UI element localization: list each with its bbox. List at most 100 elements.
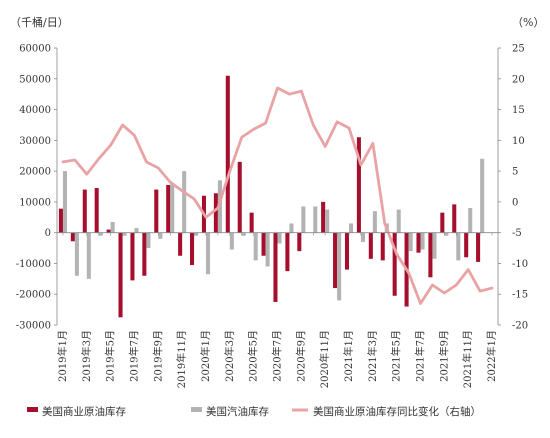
crude-inventory-bar [237, 161, 242, 233]
left-axis-unit: （千桶/日） [10, 15, 69, 29]
x-tick-label: 2020年9月 [294, 330, 307, 382]
crude-inventory-bar [380, 232, 385, 261]
crude-inventory-bar [273, 232, 278, 302]
gasoline-inventory-bar [480, 158, 485, 233]
right-tick-label: -5 [512, 228, 522, 239]
crude-inventory-bar [261, 232, 266, 256]
gasoline-inventory-bar [468, 208, 473, 233]
crude-inventory-bar [452, 204, 457, 233]
x-tick-label: 2020年3月 [223, 330, 236, 382]
crude-inventory-bar [392, 232, 397, 296]
x-tick-label: 2021年3月 [366, 330, 379, 382]
gasoline-inventory-bar [396, 209, 401, 233]
legend-label-gasoline: 美国汽油库存 [206, 405, 269, 418]
crude-inventory-bar [344, 232, 350, 270]
gasoline-inventory-bar [86, 232, 91, 279]
x-tick-label: 2021年5月 [390, 330, 403, 382]
crude-inventory-bar [333, 232, 338, 289]
gasoline-inventory-bar [217, 180, 222, 233]
right-axis-unit: （%） [512, 16, 544, 29]
crude-inventory-bar [190, 232, 195, 265]
gasoline-inventory-bar [194, 232, 199, 236]
crude-inventory-bar [58, 208, 63, 233]
left-tick-label: -20000 [16, 290, 51, 301]
crude-inventory-bar [118, 232, 123, 318]
x-tick-label: 2021年11月 [461, 330, 474, 388]
crude-inventory-bar [297, 232, 302, 252]
gasoline-inventory-bar [62, 171, 68, 233]
x-tick-label: 2021年9月 [437, 330, 450, 382]
crude-inventory-bar [321, 201, 326, 233]
left-tick-label: 0 [45, 228, 51, 239]
gasoline-inventory-bar [420, 232, 425, 250]
gasoline-inventory-bar [205, 232, 211, 275]
gasoline-inventory-bar [158, 232, 163, 239]
crude-inventory-bar [464, 232, 469, 258]
x-tick-label: 2019年5月 [104, 330, 117, 382]
gasoline-inventory-bar [456, 232, 461, 261]
crude-inventory-bar [82, 189, 87, 233]
legend-swatch-gasoline [191, 407, 202, 412]
gasoline-inventory-bar [444, 232, 449, 236]
right-tick-label: -15 [512, 290, 528, 301]
crude-inventory-bar [213, 193, 218, 233]
right-tick-label: 10 [512, 136, 525, 147]
crude-inventory-bar [428, 232, 433, 278]
right-tick-label: -10 [512, 259, 528, 270]
crude-inventory-bar [285, 232, 290, 272]
gasoline-inventory-bar [277, 232, 282, 244]
x-tick-label: 2019年7月 [127, 330, 140, 382]
legend-label-crude: 美国商业原油库存 [42, 405, 126, 418]
left-tick-label: 40000 [19, 105, 51, 116]
left-tick-label: -30000 [16, 321, 51, 332]
left-tick-label: -10000 [16, 259, 51, 270]
left-tick-label: 20000 [19, 167, 51, 178]
crude-inventory-bar [440, 212, 445, 233]
gasoline-inventory-bar [122, 232, 127, 236]
left-tick-label: 60000 [19, 44, 51, 55]
gasoline-inventory-bar [289, 223, 294, 233]
x-tick-label: 2020年5月 [247, 330, 260, 382]
gasoline-inventory-bar [313, 206, 318, 233]
x-tick-label: 2021年7月 [414, 330, 427, 382]
gasoline-inventory-bar [301, 206, 306, 233]
gasoline-inventory-bar [98, 232, 103, 236]
gasoline-inventory-bar [372, 211, 377, 233]
gasoline-inventory-bar [146, 232, 151, 249]
x-tick-label: 2020年1月 [199, 330, 212, 382]
gasoline-inventory-bar [337, 232, 342, 301]
crude-inventory-bar [225, 75, 230, 233]
x-tick-label: 2019年9月 [151, 330, 164, 382]
x-tick-label: 2020年11月 [318, 330, 331, 388]
x-tick-label: 2022年1月 [485, 330, 498, 382]
gasoline-inventory-bar [182, 171, 187, 233]
right-tick-label: 0 [512, 197, 518, 208]
legend-label-yoy: 美国商业原油库存同比变化（右轴） [313, 405, 481, 418]
right-tick-label: 20 [512, 74, 525, 85]
crude-inventory-bar [178, 232, 183, 256]
right-tick-label: 5 [512, 167, 518, 178]
crude-inventory-bar [142, 232, 147, 276]
gasoline-inventory-bar [349, 223, 354, 233]
gasoline-inventory-bar [241, 232, 246, 236]
gasoline-inventory-bar [253, 232, 258, 261]
left-tick-label: 30000 [19, 136, 51, 147]
crude-inventory-bar [106, 229, 111, 233]
left-tick-label: 10000 [19, 197, 51, 208]
gasoline-inventory-bar [408, 232, 413, 252]
crude-inventory-bar [154, 189, 159, 233]
crude-inventory-bar [130, 232, 135, 281]
legend-swatch-crude [27, 407, 38, 412]
crude-inventory-bar [70, 232, 75, 242]
gasoline-inventory-bar [360, 232, 365, 242]
x-tick-label: 2021年1月 [342, 330, 355, 382]
gasoline-inventory-bar [74, 232, 79, 276]
right-tick-label: 25 [512, 44, 525, 55]
yoy-change-line [61, 86, 494, 305]
gasoline-inventory-bar [229, 232, 234, 250]
right-tick-label: -20 [512, 321, 528, 332]
left-tick-label: 50000 [19, 74, 51, 85]
gasoline-inventory-bar [110, 221, 115, 233]
right-tick-label: 15 [512, 105, 525, 116]
